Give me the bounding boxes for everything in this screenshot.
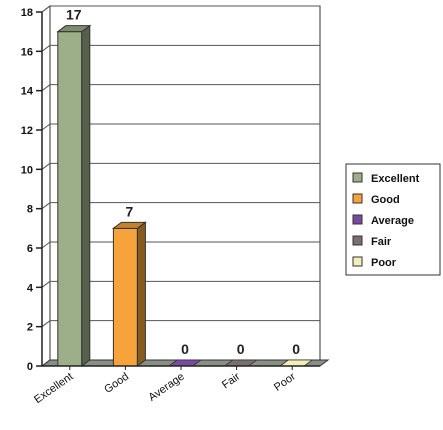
data-labels: 17 7 0 0 0 (66, 7, 300, 357)
y-tick-label: 14 (21, 86, 34, 98)
legend-item-poor[interactable]: Poor (352, 256, 397, 269)
y-tick-label: 6 (27, 243, 33, 255)
legend-label: Excellent (371, 173, 420, 185)
bar-side (81, 24, 91, 367)
bar-side (136, 221, 146, 367)
grid-line-side (41, 162, 51, 170)
legend-swatch (352, 172, 363, 183)
legend-item-excellent[interactable]: Excellent (352, 172, 420, 185)
bar-front (112, 227, 138, 367)
y-tick-label: 12 (21, 125, 33, 137)
grid-line-side (41, 44, 51, 52)
legend-swatch (352, 235, 363, 246)
y-tick-label: 16 (21, 46, 33, 58)
bar-front (57, 31, 83, 367)
grid-line-side (41, 123, 51, 131)
legend-item-fair[interactable]: Fair (352, 235, 392, 248)
x-tick-label: Fair (220, 370, 243, 391)
legend-swatch (352, 214, 363, 225)
y-tick-label: 2 (27, 322, 33, 334)
y-tick-label: 4 (27, 282, 34, 294)
grid-line-side (41, 241, 51, 249)
y-tick-label: 10 (21, 164, 33, 176)
grid-line-side (41, 5, 51, 13)
bar-top (56, 25, 92, 33)
grid-line-side (41, 202, 51, 210)
data-label: 0 (237, 341, 245, 357)
legend-label: Poor (371, 257, 397, 269)
x-tick-label: Good (102, 371, 131, 396)
side-wall-panel (41, 5, 51, 367)
x-tick-label: Poor (272, 370, 298, 393)
legend[interactable]: Excellent Good Average Fair Poor (345, 163, 441, 276)
chart-back-wall (41, 5, 321, 367)
data-label: 7 (126, 203, 134, 219)
x-tick-label: Average (146, 371, 186, 404)
legend-swatch (352, 256, 363, 267)
legend-swatch (352, 193, 363, 204)
y-tick-label: 8 (27, 204, 33, 216)
y-axis: 0 2 4 6 8 10 12 14 16 18 (21, 7, 43, 373)
grid-line-side (41, 320, 51, 328)
bars (56, 24, 314, 367)
data-label: 0 (292, 341, 300, 357)
legend-label: Fair (371, 236, 392, 248)
bar-good (111, 221, 147, 367)
x-axis: Excellent Good Average Fair Poor (32, 365, 320, 406)
data-label: 17 (66, 7, 82, 23)
legend-label: Average (371, 215, 414, 227)
grid-line-side (41, 280, 51, 288)
x-tick-label: Excellent (32, 371, 75, 406)
data-label: 0 (181, 341, 189, 357)
bar-excellent (56, 24, 92, 367)
bar-top (111, 221, 147, 229)
y-tick-label: 0 (27, 361, 33, 373)
legend-label: Good (371, 194, 400, 206)
grid-lines (41, 5, 320, 328)
y-tick-label: 18 (21, 7, 33, 19)
back-wall-panel (49, 5, 321, 361)
legend-item-average[interactable]: Average (352, 214, 414, 227)
legend-item-good[interactable]: Good (352, 193, 400, 206)
grid-line-side (41, 84, 51, 92)
